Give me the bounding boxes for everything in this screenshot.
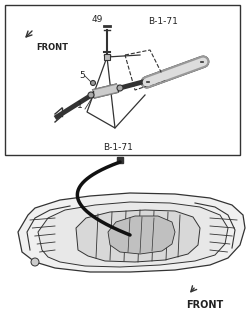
Text: FRONT: FRONT [36, 44, 68, 52]
Text: FRONT: FRONT [186, 300, 224, 310]
Polygon shape [18, 193, 245, 272]
Circle shape [117, 85, 123, 91]
Polygon shape [108, 216, 175, 254]
Circle shape [31, 258, 39, 266]
Text: 1: 1 [77, 101, 83, 110]
Text: 49: 49 [91, 15, 103, 25]
Text: B-1-71: B-1-71 [103, 143, 133, 153]
Polygon shape [38, 202, 228, 267]
Text: 5: 5 [79, 70, 85, 79]
Bar [5, 5, 240, 155]
Text: B-1-71: B-1-71 [148, 18, 178, 27]
Polygon shape [76, 210, 200, 262]
Circle shape [88, 92, 94, 98]
Circle shape [90, 81, 96, 85]
Bar [104, 54, 110, 60]
